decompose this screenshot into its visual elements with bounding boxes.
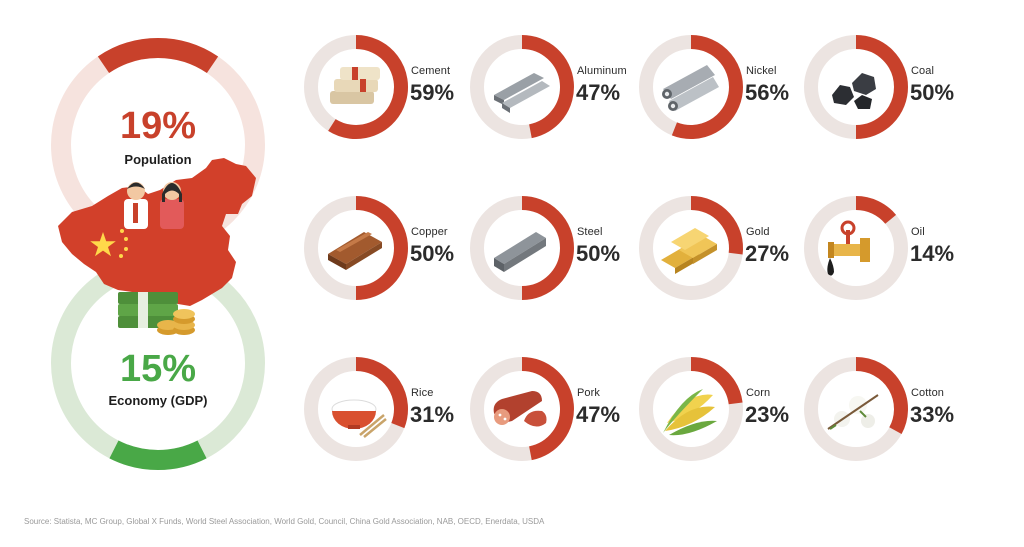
tile-pork: Pork 47% (470, 355, 630, 465)
corn-label: Corn (746, 387, 771, 399)
nickel-value: 56% (745, 80, 790, 105)
tile-steel: Steel 50% (470, 194, 630, 304)
rice-donut-arc (355, 357, 408, 429)
population-value: 19% (119, 105, 197, 147)
nickel-pipes-icon (662, 65, 719, 111)
cement-donut-arc (328, 35, 408, 139)
gold-bars-icon (661, 228, 717, 274)
aluminum-bars-icon (494, 73, 550, 113)
economy-arc (109, 440, 207, 470)
coal-label: Coal (911, 65, 935, 77)
population-arc (97, 38, 219, 74)
pork-donut (470, 357, 574, 461)
steel-label: Steel (577, 226, 603, 238)
source-note: Source: Statista, MC Group, Global X Fun… (24, 517, 545, 526)
aluminum-label: Aluminum (577, 65, 627, 77)
tile-gold: Gold 27% (639, 194, 799, 304)
tile-corn: Corn 23% (639, 355, 799, 465)
cotton-icon (827, 394, 879, 430)
nickel-donut-arc (671, 35, 743, 139)
rice-bowl-icon (331, 399, 387, 438)
cotton-value: 33% (910, 402, 955, 427)
coal-donut-arc (855, 35, 908, 139)
aluminum-value: 47% (576, 80, 621, 105)
rice-value: 31% (410, 402, 455, 427)
summary-graphic (51, 38, 265, 470)
oil-donut (804, 196, 908, 300)
rice-donut (304, 357, 408, 461)
cotton-donut (804, 357, 908, 461)
tile-coal: Coal 50% (804, 33, 964, 143)
oil-value: 14% (910, 241, 955, 266)
economy-label: Economy (GDP) (108, 393, 208, 408)
corn-donut-arc (690, 357, 743, 405)
tile-oil: Oil 14% (804, 194, 964, 304)
oil-pipe-icon (827, 220, 870, 276)
gold-label: Gold (746, 226, 770, 238)
nickel-label: Nickel (746, 65, 777, 77)
tile-nickel: Nickel 56% (639, 33, 799, 143)
gold-donut-arc (690, 196, 743, 255)
coal-value: 50% (910, 80, 955, 105)
steel-donut (470, 196, 574, 300)
copper-label: Copper (411, 226, 448, 238)
pork-label: Pork (577, 387, 601, 399)
cement-donut (304, 35, 408, 139)
cotton-donut-arc (855, 357, 908, 435)
tile-aluminum: Aluminum 47% (470, 33, 630, 143)
steel-donut-arc (521, 196, 574, 300)
people-icon (124, 182, 184, 229)
coal-donut (804, 35, 908, 139)
corn-donut (639, 357, 743, 461)
china-map-icon (58, 158, 256, 306)
cotton-label: Cotton (911, 387, 945, 399)
corn-icon (663, 389, 717, 436)
coal-lumps-icon (832, 73, 876, 109)
oil-donut-arc (855, 196, 897, 225)
steel-value: 50% (576, 241, 621, 266)
aluminum-donut-arc (521, 35, 574, 139)
aluminum-donut (470, 35, 574, 139)
pork-donut-arc (521, 357, 574, 461)
gold-donut (639, 196, 743, 300)
steel-beams-icon (494, 232, 546, 272)
population-label: Population (124, 152, 192, 167)
corn-value: 23% (745, 402, 790, 427)
cement-label: Cement (411, 65, 451, 77)
rice-label: Rice (411, 387, 434, 399)
money-icon (118, 292, 195, 335)
tile-cotton: Cotton 33% (804, 355, 964, 465)
gold-value: 27% (745, 241, 790, 266)
cement-bags-icon (330, 67, 380, 104)
copper-value: 50% (410, 241, 455, 266)
nickel-donut (639, 35, 743, 139)
copper-plates-icon (328, 232, 382, 270)
tile-cement: Cement 59% (304, 33, 464, 143)
economy-value: 15% (119, 348, 197, 390)
sausage-icon (493, 391, 547, 427)
copper-donut-arc (355, 196, 408, 300)
summary-panel: 19% Population 15% Economy (GDP) (0, 0, 300, 505)
oil-label: Oil (911, 226, 925, 238)
tile-copper: Copper 50% (304, 194, 464, 304)
pork-value: 47% (576, 402, 621, 427)
copper-donut (304, 196, 408, 300)
cement-value: 59% (410, 80, 455, 105)
tile-rice: Rice 31% (304, 355, 464, 465)
